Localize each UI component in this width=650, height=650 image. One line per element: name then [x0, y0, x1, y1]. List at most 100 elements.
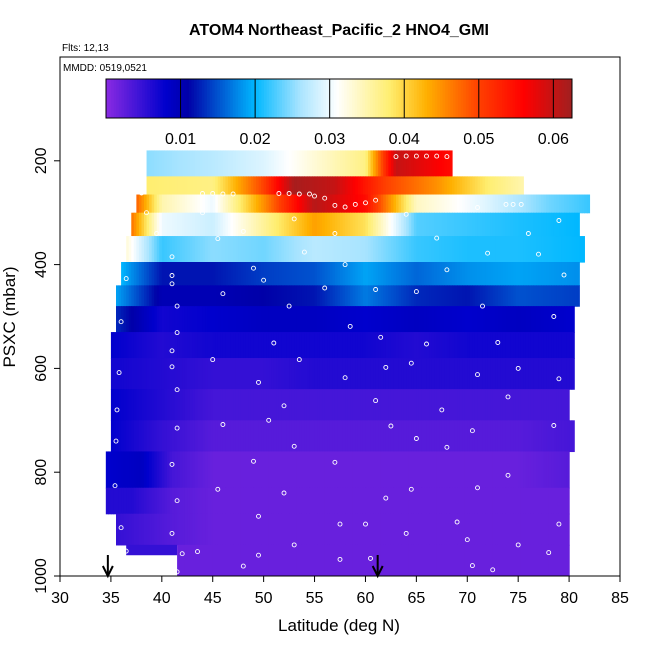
heatmap-cell [370, 236, 374, 263]
heatmap-cell [296, 176, 300, 196]
heatmap-cell [444, 176, 448, 196]
heatmap-cell [286, 544, 290, 576]
heatmap-cell [179, 358, 183, 390]
heatmap-cell [413, 389, 417, 421]
heatmap-cell [510, 262, 514, 286]
heatmap-band [146, 150, 453, 177]
heatmap-cell [278, 194, 283, 214]
heatmap-cell [444, 544, 448, 576]
heatmap-cell [525, 389, 529, 421]
heatmap-cell [411, 262, 415, 286]
heatmap-cell [154, 194, 158, 214]
heatmap-cell [309, 285, 313, 307]
heatmap-cell [324, 389, 328, 421]
heatmap-cell [530, 285, 535, 307]
heatmap-cell [429, 420, 433, 453]
colorbar-swatch [201, 79, 205, 118]
data-point-marker [505, 394, 511, 400]
heatmap-cell [263, 420, 267, 453]
heatmap-cell [530, 262, 535, 286]
heatmap-cell [194, 306, 199, 333]
colorbar-swatch [351, 79, 356, 118]
heatmap-cell [329, 176, 333, 196]
data-point-marker [352, 201, 358, 207]
heatmap-cell [452, 306, 456, 333]
heatmap-cell [502, 451, 507, 489]
data-point-marker [174, 330, 180, 336]
heatmap-cell [261, 176, 265, 196]
heatmap-cell [284, 236, 288, 263]
heatmap-cell [243, 194, 247, 214]
heatmap-cell [197, 150, 201, 177]
heatmap-cell [383, 150, 387, 177]
heatmap-cell [385, 176, 389, 196]
heatmap-cell [194, 176, 199, 196]
heatmap-cell [396, 285, 400, 307]
heatmap-cell [533, 513, 537, 546]
heatmap-cell [144, 306, 148, 333]
heatmap-cell [474, 420, 479, 453]
heatmap-cell [220, 176, 224, 196]
heatmap-cell [426, 285, 430, 307]
heatmap-cell [469, 262, 473, 286]
colorbar-swatch [390, 79, 394, 118]
heatmap-cell [123, 513, 127, 546]
heatmap-cell [393, 236, 397, 263]
heatmap-cell [444, 358, 448, 390]
heatmap-cell [146, 176, 150, 196]
heatmap-cell [421, 332, 425, 359]
heatmap-cell [271, 389, 275, 421]
heatmap-cell [576, 212, 580, 237]
heatmap-cell [187, 451, 191, 489]
heatmap-cell [177, 513, 181, 546]
heatmap-cell [342, 358, 346, 390]
heatmap-cell [441, 262, 445, 286]
heatmap-cell [261, 194, 265, 214]
heatmap-cell [334, 544, 339, 576]
heatmap-cell [299, 544, 303, 576]
heatmap-cell [131, 285, 135, 307]
heatmap-cell [508, 262, 512, 286]
heatmap-cell [271, 236, 275, 263]
heatmap-cell [551, 420, 555, 453]
heatmap-cell [528, 451, 532, 489]
heatmap-cell [502, 176, 507, 196]
heatmap-cell [240, 285, 244, 307]
data-point-marker [434, 153, 440, 159]
heatmap-cell [436, 285, 440, 307]
heatmap-cell [235, 420, 239, 453]
heatmap-cell [469, 332, 473, 359]
heatmap-cell [530, 306, 535, 333]
heatmap-cell [347, 389, 351, 421]
heatmap-band [177, 544, 570, 576]
heatmap-cell [166, 513, 171, 546]
heatmap-cell [276, 513, 280, 546]
heatmap-cell [393, 194, 397, 214]
heatmap-cell [144, 332, 148, 359]
heatmap-cell [261, 306, 265, 333]
heatmap-cell [444, 194, 448, 214]
heatmap-cell [375, 487, 379, 515]
heatmap-cell [329, 358, 333, 390]
heatmap-cell [380, 544, 384, 576]
heatmap-cell [225, 544, 229, 576]
heatmap-cell [309, 544, 313, 576]
colorbar-swatch [432, 79, 436, 118]
heatmap-cell [388, 487, 392, 515]
heatmap-cell [118, 332, 122, 359]
heatmap-cell [538, 332, 542, 359]
heatmap-cell [309, 150, 313, 177]
heatmap-cell [212, 212, 216, 237]
colorbar-swatch [139, 79, 143, 118]
heatmap-cell [406, 358, 410, 390]
heatmap-cell [159, 389, 163, 421]
heatmap-cell [200, 236, 204, 263]
heatmap-cell [322, 487, 326, 515]
heatmap-cell [284, 420, 288, 453]
heatmap-cell [222, 236, 227, 263]
heatmap-cell [553, 332, 557, 359]
heatmap-cell [390, 194, 395, 214]
heatmap-cell [309, 358, 313, 390]
heatmap-cell [228, 176, 232, 196]
heatmap-cell [548, 212, 552, 237]
